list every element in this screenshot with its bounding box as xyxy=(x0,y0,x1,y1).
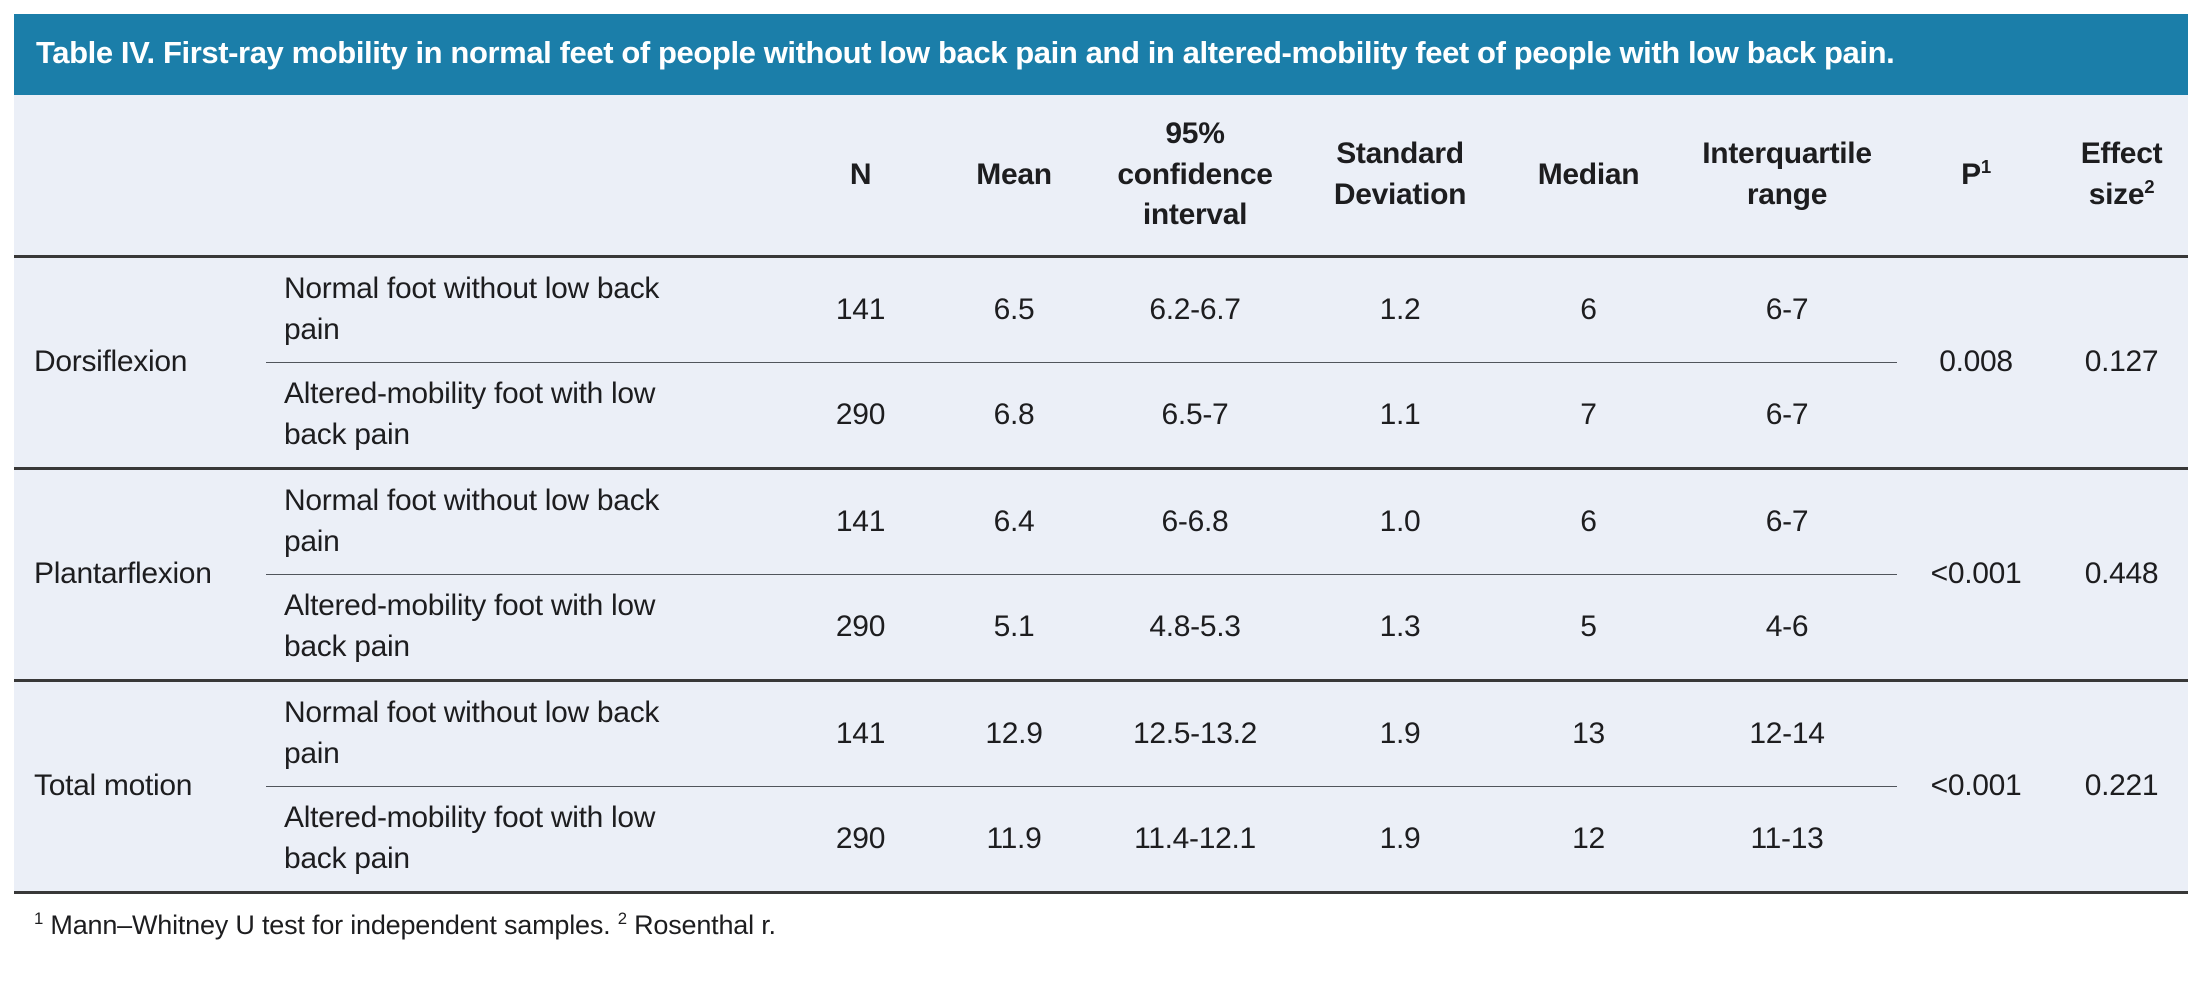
header-empty-subgroup xyxy=(266,94,783,258)
cell-iqr: 6-7 xyxy=(1677,362,1897,470)
p-footnote-marker: 1 xyxy=(1980,155,1991,177)
cell-mean: 6.4 xyxy=(938,468,1090,575)
cell-effect-size: 0.221 xyxy=(2055,680,2188,894)
subgroup-label: Altered-mobility foot with low back pain xyxy=(266,574,783,682)
cell-mean: 6.8 xyxy=(938,362,1090,470)
column-header-median: Median xyxy=(1500,94,1677,258)
cell-median: 6 xyxy=(1500,256,1677,363)
cell-median: 12 xyxy=(1500,786,1677,894)
footnote-text-1: Mann–Whitney U test for independent samp… xyxy=(43,909,618,940)
header-row: N Mean 95% confidence interval Standard … xyxy=(14,94,2188,258)
cell-iqr: 12-14 xyxy=(1677,680,1897,787)
cell-p-value: <0.001 xyxy=(1897,680,2055,894)
cell-ci: 11.4-12.1 xyxy=(1090,786,1300,894)
row-group-label-plantarflexion: Plantarflexion xyxy=(14,468,266,682)
cell-ci: 6-6.8 xyxy=(1090,468,1300,575)
cell-ci: 12.5-13.2 xyxy=(1090,680,1300,787)
cell-sd: 1.1 xyxy=(1300,362,1500,470)
cell-n: 141 xyxy=(783,680,938,787)
cell-mean: 6.5 xyxy=(938,256,1090,363)
cell-median: 6 xyxy=(1500,468,1677,575)
table-row: Total motion Normal foot without low bac… xyxy=(14,680,2188,894)
cell-n: 290 xyxy=(783,574,938,682)
effect-size-label: Effect size xyxy=(2080,137,2163,211)
cell-n: 290 xyxy=(783,786,938,894)
cell-sd: 1.9 xyxy=(1300,680,1500,787)
cell-iqr: 6-7 xyxy=(1677,468,1897,575)
subgroup-label: Normal foot without low back pain xyxy=(266,468,783,575)
table-row: Altered-mobility foot with low back pain… xyxy=(14,362,2188,470)
table-row: Dorsiflexion Normal foot without low bac… xyxy=(14,256,2188,470)
table-row: Plantarflexion Normal foot without low b… xyxy=(14,468,2188,682)
subgroup-label: Altered-mobility foot with low back pain xyxy=(266,362,783,470)
effect-size-footnote-marker: 2 xyxy=(2144,175,2155,197)
column-header-iqr: Interquartile range xyxy=(1677,94,1897,258)
p-label: P xyxy=(1961,157,1981,191)
cell-median: 7 xyxy=(1500,362,1677,470)
subgroup-label: Normal foot without low back pain xyxy=(266,680,783,787)
footnote-marker-1: 1 xyxy=(34,908,44,928)
subgroup-label: Normal foot without low back pain xyxy=(266,256,783,363)
row-group-label-dorsiflexion: Dorsiflexion xyxy=(14,256,266,470)
cell-effect-size: 0.127 xyxy=(2055,256,2188,470)
cell-sd: 1.2 xyxy=(1300,256,1500,363)
cell-p-value: 0.008 xyxy=(1897,256,2055,470)
column-header-n: N xyxy=(783,94,938,258)
table-figure: Table IV. First-ray mobility in normal f… xyxy=(14,14,2188,941)
data-table: N Mean 95% confidence interval Standard … xyxy=(14,94,2188,894)
cell-n: 141 xyxy=(783,256,938,363)
header-empty-group xyxy=(14,94,266,258)
row-group-label-total-motion: Total motion xyxy=(14,680,266,894)
footnote-marker-2: 2 xyxy=(617,908,627,928)
table-footnote: 1 Mann–Whitney U test for independent sa… xyxy=(34,910,2188,941)
cell-sd: 1.0 xyxy=(1300,468,1500,575)
cell-ci: 4.8-5.3 xyxy=(1090,574,1300,682)
cell-mean: 11.9 xyxy=(938,786,1090,894)
cell-mean: 12.9 xyxy=(938,680,1090,787)
cell-sd: 1.3 xyxy=(1300,574,1500,682)
subgroup-label: Altered-mobility foot with low back pain xyxy=(266,786,783,894)
cell-n: 141 xyxy=(783,468,938,575)
table-row: Altered-mobility foot with low back pain… xyxy=(14,786,2188,894)
cell-iqr: 11-13 xyxy=(1677,786,1897,894)
cell-mean: 5.1 xyxy=(938,574,1090,682)
cell-ci: 6.5-7 xyxy=(1090,362,1300,470)
table-caption: Table IV. First-ray mobility in normal f… xyxy=(14,14,2188,95)
column-header-mean: Mean xyxy=(938,94,1090,258)
footnote-text-2: Rosenthal r. xyxy=(626,909,776,940)
cell-median: 13 xyxy=(1500,680,1677,787)
column-header-p: P1 xyxy=(1897,94,2055,258)
cell-iqr: 6-7 xyxy=(1677,256,1897,363)
cell-median: 5 xyxy=(1500,574,1677,682)
cell-effect-size: 0.448 xyxy=(2055,468,2188,682)
column-header-sd: Standard Deviation xyxy=(1300,94,1500,258)
cell-sd: 1.9 xyxy=(1300,786,1500,894)
table-row: Altered-mobility foot with low back pain… xyxy=(14,574,2188,682)
cell-ci: 6.2-6.7 xyxy=(1090,256,1300,363)
cell-p-value: <0.001 xyxy=(1897,468,2055,682)
cell-iqr: 4-6 xyxy=(1677,574,1897,682)
column-header-effect-size: Effect size2 xyxy=(2055,94,2188,258)
column-header-ci: 95% confidence interval xyxy=(1090,94,1300,258)
cell-n: 290 xyxy=(783,362,938,470)
